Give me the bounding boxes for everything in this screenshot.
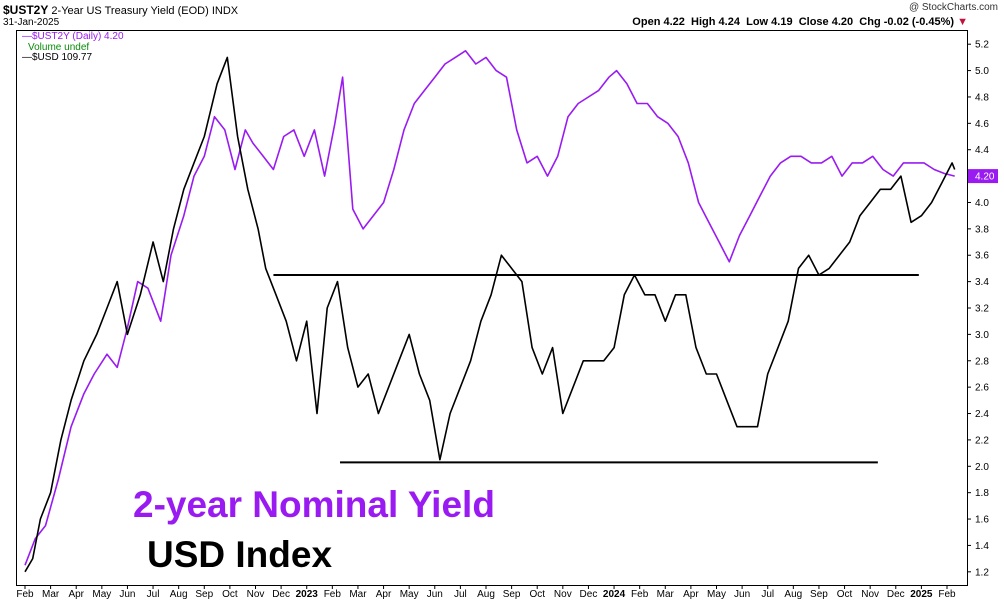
x-tick-label: Dec [272, 589, 290, 600]
x-tick-label: Apr [683, 589, 699, 600]
y-tick-label: 3.8 [975, 224, 989, 235]
x-tick-label: Mar [657, 589, 675, 600]
x-tick-label: Mar [349, 589, 367, 600]
y-tick-label: 2.0 [975, 462, 989, 473]
x-tick-label: Sep [503, 589, 521, 600]
x-tick-label: May [400, 589, 419, 600]
x-tick-label: Sep [810, 589, 828, 600]
current-value-marker [968, 169, 998, 184]
x-tick-label: Nov [247, 589, 265, 600]
y-tick-label: 1.8 [975, 488, 989, 499]
open-value: 4.22 [663, 16, 685, 28]
credit: @ StockCharts.com [908, 2, 998, 13]
chart-date: 31-Jan-2025 [3, 17, 60, 28]
low-label: Low [746, 16, 769, 28]
y-tick-label: 3.0 [975, 330, 989, 341]
low-value: 4.19 [771, 16, 793, 28]
x-tick-label: Nov [861, 589, 879, 600]
y-tick-label: 3.4 [975, 277, 989, 288]
close-value: 4.20 [831, 16, 854, 28]
x-tick-label: Aug [477, 589, 495, 600]
current-value-label: 4.20 [975, 172, 995, 183]
y-tick-label: 1.2 [975, 567, 989, 578]
legend-line-icon: ― [22, 31, 32, 42]
y-tick-label: 5.0 [975, 66, 989, 77]
y-tick-label: 3.6 [975, 251, 989, 262]
x-tick-label: Dec [887, 589, 905, 600]
ohlc-bar: Open 4.22 High 4.24 Low 4.19 Close 4.20 … [632, 16, 968, 28]
x-tick-label: 2023 [296, 589, 319, 600]
series-line-ust2y [24, 49, 955, 566]
x-tick-label: May [92, 589, 111, 600]
x-tick-label: Jul [454, 589, 467, 600]
x-tick-label: May [707, 589, 726, 600]
x-tick-label: Feb [631, 589, 649, 600]
legend-label-yield: $UST2Y (Daily) 4.20 [32, 31, 124, 42]
x-tick-label: Jul [761, 589, 774, 600]
x-tick-label: Feb [324, 589, 342, 600]
y-tick-label: 2.2 [975, 435, 989, 446]
x-tick-label: 2024 [603, 589, 626, 600]
x-tick-label: Dec [580, 589, 598, 600]
y-tick-label: 4.4 [975, 145, 989, 156]
x-tick-label: Nov [554, 589, 572, 600]
y-tick-label: 2.6 [975, 383, 989, 394]
y-tick-label: 4.0 [975, 198, 989, 209]
chg-label: Chg [859, 16, 881, 28]
x-tick-label: Apr [376, 589, 392, 600]
legend-line-icon: ― [22, 52, 32, 63]
index-tag: INDX [211, 5, 239, 17]
chart-title-line: $UST2Y 2-Year US Treasury Yield (EOD) IN… [3, 3, 238, 17]
series-line-usd [24, 56, 956, 573]
x-tick-label: Oct [222, 589, 238, 600]
x-tick-label: Oct [529, 589, 545, 600]
legend-item-volume: Volume undef [28, 42, 90, 53]
plot-area [16, 30, 968, 586]
x-tick-label: Oct [837, 589, 853, 600]
x-tick-label: Aug [170, 589, 188, 600]
y-tick-label: 4.6 [975, 119, 989, 130]
x-tick-label: Jun [119, 589, 135, 600]
x-tick-label: 2025 [910, 589, 933, 600]
x-tick-label: Mar [42, 589, 60, 600]
y-tick-label: 2.4 [975, 409, 989, 420]
legend-label-usd: $USD 109.77 [32, 52, 93, 63]
y-tick-label: 2.8 [975, 356, 989, 367]
x-tick-label: Aug [784, 589, 802, 600]
symbol-description: 2-Year US Treasury Yield (EOD) [51, 5, 209, 17]
legend-item-yield: ―$UST2Y (Daily) 4.20 [22, 31, 124, 42]
legend-item-usd: ―$USD 109.77 [22, 52, 92, 63]
x-tick-label: Feb [16, 589, 34, 600]
symbol: $UST2Y [3, 3, 49, 17]
yield-annotation: 2-year Nominal Yield [133, 484, 495, 525]
y-tick-label: 5.2 [975, 40, 989, 51]
x-tick-label: Jun [734, 589, 750, 600]
open-label: Open [632, 16, 661, 28]
y-tick-label: 4.8 [975, 92, 989, 103]
down-arrow-icon: ▼ [957, 16, 968, 28]
close-label: Close [798, 16, 829, 28]
high-label: High [691, 16, 716, 28]
chg-value: -0.02 (-0.45%) [883, 16, 955, 28]
y-tick-label: 3.2 [975, 304, 989, 315]
x-tick-label: Feb [938, 589, 956, 600]
y-tick-label: 1.6 [975, 515, 989, 526]
high-value: 4.24 [718, 16, 740, 28]
usd-annotation: USD Index [147, 534, 333, 575]
x-tick-label: Jun [427, 589, 443, 600]
x-tick-label: Sep [195, 589, 213, 600]
x-tick-label: Jul [147, 589, 160, 600]
y-tick-label: 1.4 [975, 541, 989, 552]
x-tick-label: Apr [68, 589, 84, 600]
